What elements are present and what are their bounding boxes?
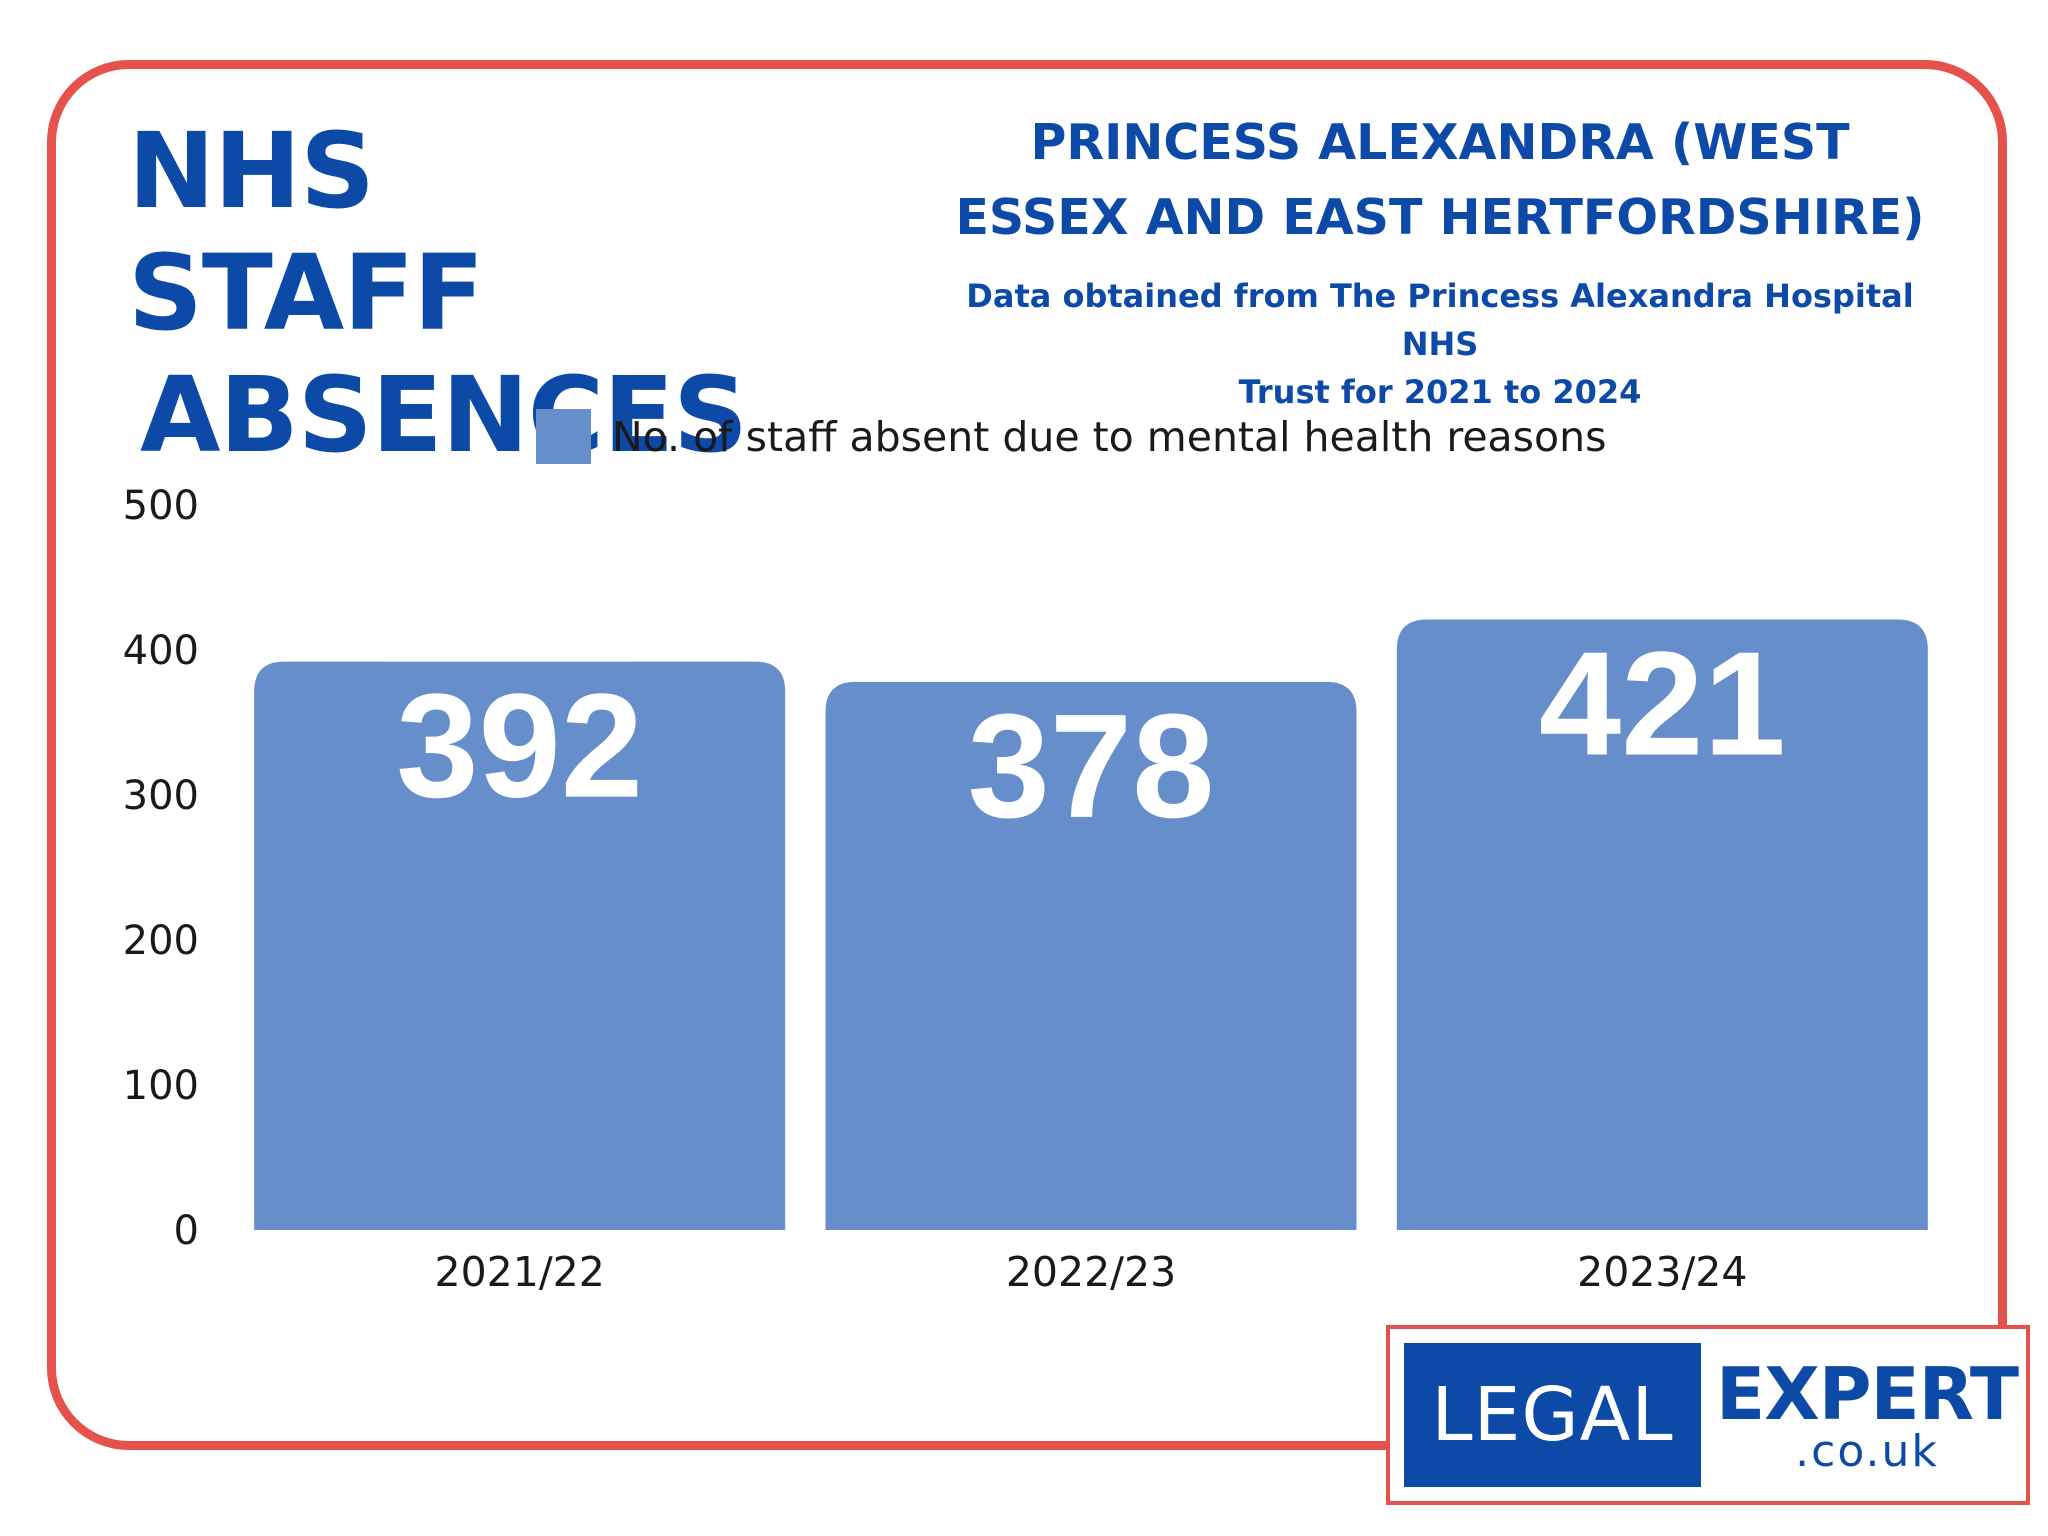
chart-title-line1: NHS STAFF [128, 110, 484, 354]
x-tick-label: 2022/23 [1006, 1248, 1176, 1296]
y-tick-label: 200 [123, 918, 199, 964]
legend-label: No. of staff absent due to mental health… [612, 413, 1606, 461]
y-tick-label: 400 [123, 628, 199, 674]
y-tick-label: 300 [123, 773, 199, 819]
logo-legal-block: LEGAL [1404, 1343, 1701, 1487]
chart-title-line2: ABSENCES [140, 354, 748, 476]
chart-subtitle-line1: PRINCESS ALEXANDRA (WEST [1030, 114, 1850, 171]
x-tick-label: 2023/24 [1577, 1248, 1747, 1296]
bar-2022-23 [825, 681, 1357, 1230]
y-tick-label: 0 [174, 1208, 199, 1254]
bar-value-label: 378 [968, 684, 1215, 849]
y-tick-label: 100 [123, 1063, 199, 1109]
source-note-line1: Data obtained from The Princess Alexandr… [966, 277, 1914, 363]
logo-domain-text: .co.uk [1795, 1426, 1939, 1477]
source-note-line2: Trust for 2021 to 2024 [1238, 373, 1642, 411]
chart-subtitle: PRINCESS ALEXANDRA (WEST ESSEX AND EAST … [940, 105, 1940, 255]
x-tick-label: 2021/22 [435, 1248, 605, 1296]
x-axis: 2021/22 2022/23 2023/24 [435, 1248, 1748, 1296]
source-note: Data obtained from The Princess Alexandr… [940, 272, 1940, 416]
y-axis: 0 100 200 300 400 500 [123, 483, 199, 1254]
legend-swatch [536, 409, 591, 464]
bar-value-label: 392 [396, 664, 643, 829]
logo-expert-text: EXPERT [1716, 1352, 2019, 1436]
legend: No. of staff absent due to mental health… [536, 409, 1606, 464]
chart-subtitle-line2: ESSEX AND EAST HERTFORDSHIRE) [955, 189, 1925, 246]
bars: 392 378 421 [254, 619, 1928, 1230]
y-tick-label: 500 [123, 483, 199, 529]
chart-title: NHS STAFF ABSENCES [128, 110, 748, 476]
legal-expert-logo: LEGAL EXPERT .co.uk [1386, 1325, 2030, 1505]
bar-2021-22 [254, 661, 786, 1230]
bar-value-label: 421 [1539, 622, 1786, 787]
bar-2023-24 [1396, 619, 1928, 1230]
